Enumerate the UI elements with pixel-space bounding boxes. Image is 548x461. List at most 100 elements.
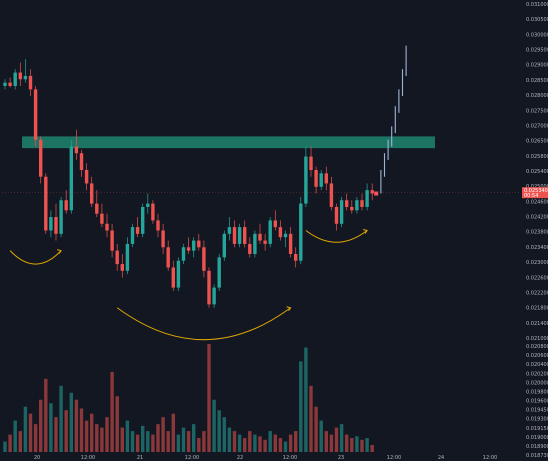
- volume-bar: [355, 436, 359, 452]
- candle-body: [151, 203, 155, 221]
- candle-body: [115, 250, 119, 265]
- volume-bar: [329, 434, 334, 452]
- volume-bar: [202, 431, 206, 452]
- candle-body: [130, 227, 135, 244]
- candle-body: [166, 247, 170, 268]
- price-tick-label: 0.028000: [526, 93, 548, 99]
- volume-bar: [304, 347, 308, 452]
- candle-body: [141, 206, 145, 234]
- volume-bar: [258, 436, 262, 452]
- candle-body: [49, 217, 53, 231]
- volume-bar: [273, 434, 277, 452]
- candle-body: [120, 264, 124, 271]
- candle-body: [176, 260, 181, 288]
- time-tick-label: 12:00: [283, 455, 297, 461]
- volume-bar: [74, 399, 79, 452]
- volume-bar: [90, 413, 94, 452]
- last-candle-marker: [374, 191, 379, 196]
- candle-body: [243, 227, 247, 244]
- volume-tick-label: 0.019600: [526, 399, 548, 405]
- volume-bar: [33, 424, 38, 452]
- time-tick-label: 12:00: [185, 455, 199, 461]
- volume-bar: [166, 431, 170, 452]
- time-tick-label: 20: [34, 455, 40, 461]
- candle-body: [156, 220, 160, 231]
- candle-body: [23, 75, 28, 80]
- last-price-tag: [522, 187, 548, 199]
- volume-bar: [324, 431, 328, 452]
- candle-body: [8, 82, 12, 86]
- price-tick-label: 0.029500: [526, 48, 548, 54]
- annotation-arc: [116, 307, 291, 341]
- volume-bar: [334, 427, 339, 452]
- candle-body: [69, 146, 73, 211]
- candle-body: [171, 267, 175, 288]
- annotation-arrowhead: [362, 228, 368, 234]
- candle-body: [28, 75, 33, 90]
- candle-body: [44, 176, 48, 231]
- volume-bar: [115, 396, 119, 452]
- candle-body: [95, 203, 99, 214]
- volume-bar: [110, 371, 114, 452]
- candle-body: [370, 190, 374, 194]
- candle-body: [135, 227, 140, 234]
- volume-bar: [232, 431, 237, 452]
- price-tick-label: 0.025800: [526, 154, 548, 160]
- volume-bar: [13, 420, 17, 452]
- price-tick-label: 0.021000: [526, 336, 548, 342]
- candle-body: [268, 220, 272, 244]
- time-tick-label: 23: [338, 455, 344, 461]
- candle-body: [278, 227, 283, 238]
- volume-bar: [309, 385, 313, 452]
- candle-body: [304, 156, 308, 204]
- candle-body: [329, 183, 334, 207]
- candle-body: [186, 247, 191, 251]
- candle-body: [161, 230, 165, 248]
- candle-body: [100, 213, 104, 224]
- price-tick-label: 0.021800: [526, 306, 548, 312]
- candle-body: [355, 200, 359, 211]
- candle-body: [202, 247, 206, 271]
- candle-body: [283, 233, 288, 238]
- volume-bar: [59, 385, 63, 452]
- volume-bar: [23, 406, 28, 452]
- price-tick-label: 0.026500: [526, 139, 548, 145]
- candle-body: [334, 206, 339, 224]
- candle-body: [365, 190, 369, 207]
- candle-body: [319, 173, 323, 187]
- candle-body: [253, 233, 257, 254]
- volume-bar: [54, 417, 58, 452]
- price-tick-label: 0.024600: [526, 199, 548, 205]
- volume-bar: [44, 378, 48, 452]
- volume-tick-label: 0.018730: [526, 453, 548, 459]
- volume-bar: [299, 361, 303, 452]
- volume-bar: [49, 403, 53, 452]
- candle-body: [248, 243, 252, 254]
- time-tick-label: 12:00: [483, 455, 497, 461]
- candle-body: [146, 203, 150, 207]
- candle-body: [13, 72, 17, 86]
- last-price-value: 0.025340: [524, 188, 548, 194]
- volume-bar: [120, 427, 124, 452]
- candle-body: [339, 200, 344, 224]
- candle-body: [84, 170, 89, 184]
- volume-bar: [237, 434, 242, 452]
- price-tick-label: 0.025400: [526, 169, 548, 175]
- volume-bar: [84, 420, 89, 452]
- candle-body: [222, 233, 226, 258]
- volume-bar: [181, 427, 186, 452]
- candle-body: [64, 200, 68, 211]
- last-price-countdown: 00:54: [524, 193, 538, 199]
- volume-tick-label: 0.020200: [526, 371, 548, 377]
- resistance-zone: [22, 136, 435, 149]
- price-tick-label: 0.027000: [526, 123, 548, 129]
- candle-body: [18, 72, 22, 80]
- price-tick-label: 0.031000: [526, 2, 548, 8]
- volume-bar: [186, 431, 191, 452]
- volume-bar: [171, 413, 175, 452]
- volume-tick-label: 0.019450: [526, 408, 548, 414]
- time-tick-label: 21: [137, 455, 143, 461]
- candle-body: [232, 227, 237, 244]
- price-tick-label: 0.024200: [526, 215, 548, 221]
- candle-body: [217, 257, 221, 288]
